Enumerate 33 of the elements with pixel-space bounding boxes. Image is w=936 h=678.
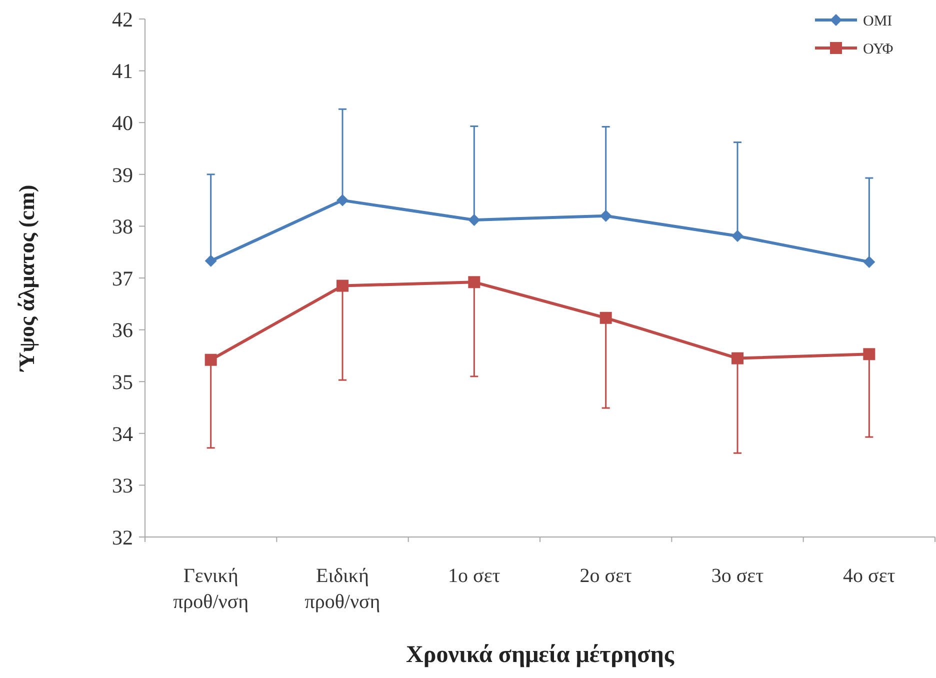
- y-tick-label: 39: [112, 162, 133, 187]
- x-tick-label: 1ο σετ: [448, 565, 500, 587]
- x-tick-label: 2ο σετ: [580, 565, 632, 587]
- legend-label: ΟΜΙ: [863, 13, 892, 30]
- point: [863, 348, 876, 360]
- x-tick-label: 3ο σετ: [711, 565, 764, 587]
- y-tick-label: 41: [112, 59, 133, 84]
- point: [863, 256, 876, 268]
- y-tick-label: 42: [112, 7, 133, 32]
- point: [204, 354, 217, 366]
- y-axis-title: Ύψος άλματος (cm): [14, 184, 39, 372]
- legend-label: ΟΥΦ: [863, 41, 894, 58]
- x-axis-title: Χρονικά σημεία μέτρησης: [406, 642, 675, 668]
- y-tick-label: 37: [112, 266, 133, 290]
- y-tick-label: 38: [112, 214, 133, 239]
- x-tick-label: Ειδική προθ/νση: [304, 565, 380, 613]
- point: [204, 254, 217, 267]
- point: [600, 312, 612, 324]
- point: [468, 214, 480, 226]
- point: [336, 280, 348, 292]
- y-tick-label: 40: [112, 110, 133, 135]
- y-tick-label: 34: [112, 422, 134, 446]
- y-tick-label: 33: [112, 474, 133, 498]
- point: [600, 210, 612, 222]
- x-tick-label: 4ο σετ: [843, 565, 896, 587]
- y-tick-label: 32: [112, 525, 133, 550]
- point: [732, 352, 744, 364]
- point: [336, 194, 348, 206]
- point: [732, 230, 744, 242]
- y-tick-label: 35: [112, 370, 133, 394]
- y-tick-label: 36: [112, 318, 133, 342]
- x-tick-label: Γενική προθ/νση: [173, 565, 249, 613]
- point: [468, 276, 480, 288]
